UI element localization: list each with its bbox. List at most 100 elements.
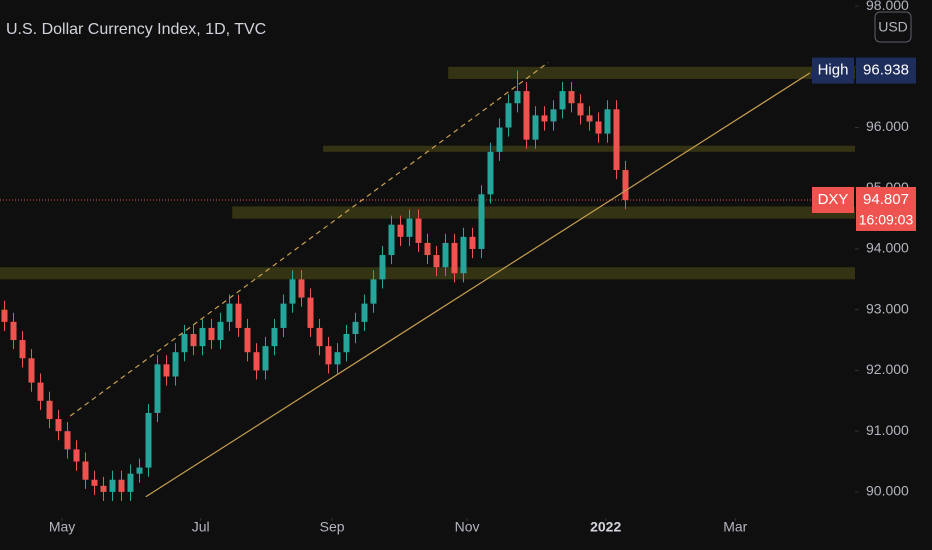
zone	[323, 145, 856, 152]
candle-body	[199, 327, 206, 347]
candle-body	[550, 109, 557, 122]
high-badge	[812, 57, 854, 84]
y-tick-label: 90.000	[866, 483, 909, 499]
y-tick-label: 93.000	[866, 300, 909, 316]
candle-body	[235, 303, 242, 328]
candle-body	[127, 473, 134, 492]
x-tick-label: Jul	[192, 519, 210, 535]
candle-body	[370, 279, 377, 304]
candle-body	[1, 309, 8, 322]
candle-body	[172, 352, 179, 377]
candle-body	[10, 321, 17, 341]
candle-body	[145, 412, 152, 468]
candle-body	[217, 321, 224, 341]
x-tick-label: 2022	[590, 519, 621, 535]
candle-body	[433, 255, 440, 268]
candle-body	[316, 327, 323, 347]
candle-body	[541, 115, 548, 122]
y-tick-label: 96.000	[866, 118, 909, 134]
candle-body	[163, 364, 170, 377]
candle-body	[469, 236, 476, 249]
high-price-box	[856, 57, 916, 84]
candle-body	[136, 467, 143, 474]
candle-body	[181, 333, 188, 353]
candle-body	[91, 479, 98, 486]
plot-area	[0, 62, 856, 501]
candle-body	[595, 121, 602, 134]
candle-body	[154, 364, 161, 413]
candle-body	[262, 346, 269, 371]
candle-body	[532, 115, 539, 140]
candle-body	[451, 242, 458, 274]
candle-body	[280, 303, 287, 328]
candle-body	[505, 103, 512, 128]
candle-body	[289, 279, 296, 304]
candle-body	[109, 479, 116, 492]
candle-body	[208, 327, 215, 341]
chart-title: U.S. Dollar Currency Index, 1D, TVC	[6, 21, 266, 38]
candle-body	[460, 236, 467, 274]
currency-label[interactable]: USD	[878, 19, 908, 35]
y-tick-label: 98.000	[866, 0, 909, 13]
candle-body	[622, 170, 629, 200]
candle-body	[514, 91, 521, 104]
candle-body	[244, 327, 251, 353]
candle-body	[379, 255, 386, 280]
candle-body	[19, 340, 26, 359]
candle-body	[190, 333, 197, 347]
candle-body	[343, 333, 350, 353]
candle-body	[271, 327, 278, 347]
candle-body	[478, 194, 485, 249]
candle-body	[361, 303, 368, 322]
last-price-box	[856, 186, 916, 231]
candle-body	[442, 242, 449, 268]
candle-body	[46, 400, 53, 420]
last-price: 94.807	[863, 191, 909, 208]
candle-body	[586, 115, 593, 122]
candle-body	[424, 242, 431, 256]
trendline	[145, 72, 811, 498]
candle-body	[37, 382, 44, 401]
candle-body	[559, 91, 566, 110]
high-badge-label: High	[818, 62, 849, 79]
candle-body	[226, 303, 233, 322]
high-price: 96.938	[863, 62, 909, 79]
candle-body	[325, 346, 332, 365]
candle-body	[577, 103, 584, 116]
countdown: 16:09:03	[859, 212, 914, 228]
candle-body	[307, 297, 314, 328]
candle-body	[397, 224, 404, 237]
candle-body	[523, 91, 530, 140]
candle-body	[334, 352, 341, 365]
candle-body	[253, 352, 260, 371]
currency-button[interactable]	[874, 11, 912, 43]
candle-body	[613, 109, 620, 171]
candle-body	[415, 218, 422, 243]
symbol-badge-label: DXY	[818, 191, 849, 208]
candle-body	[388, 224, 395, 256]
zone	[448, 66, 855, 79]
candle-body	[487, 151, 494, 195]
candle-body	[55, 419, 62, 432]
candle-body	[352, 321, 359, 334]
symbol-badge	[812, 186, 854, 213]
zone	[0, 267, 855, 280]
candle-body	[496, 127, 503, 152]
candle-body	[118, 479, 125, 492]
y-tick-label: 91.000	[866, 422, 909, 438]
candle-body	[568, 91, 575, 104]
candle-body	[100, 485, 107, 492]
candle-body	[28, 358, 35, 383]
y-tick-label: 94.000	[866, 240, 909, 256]
y-tick-label: 92.000	[866, 361, 909, 377]
trendline	[69, 62, 549, 417]
candle-body	[64, 431, 71, 450]
candle-body	[406, 218, 413, 237]
candle-body	[82, 461, 89, 480]
candle-body	[604, 109, 611, 134]
candle-body	[298, 279, 305, 298]
x-tick-label: May	[49, 519, 75, 535]
zone	[232, 206, 855, 219]
x-tick-label: Mar	[723, 519, 747, 535]
x-tick-label: Sep	[320, 519, 345, 535]
